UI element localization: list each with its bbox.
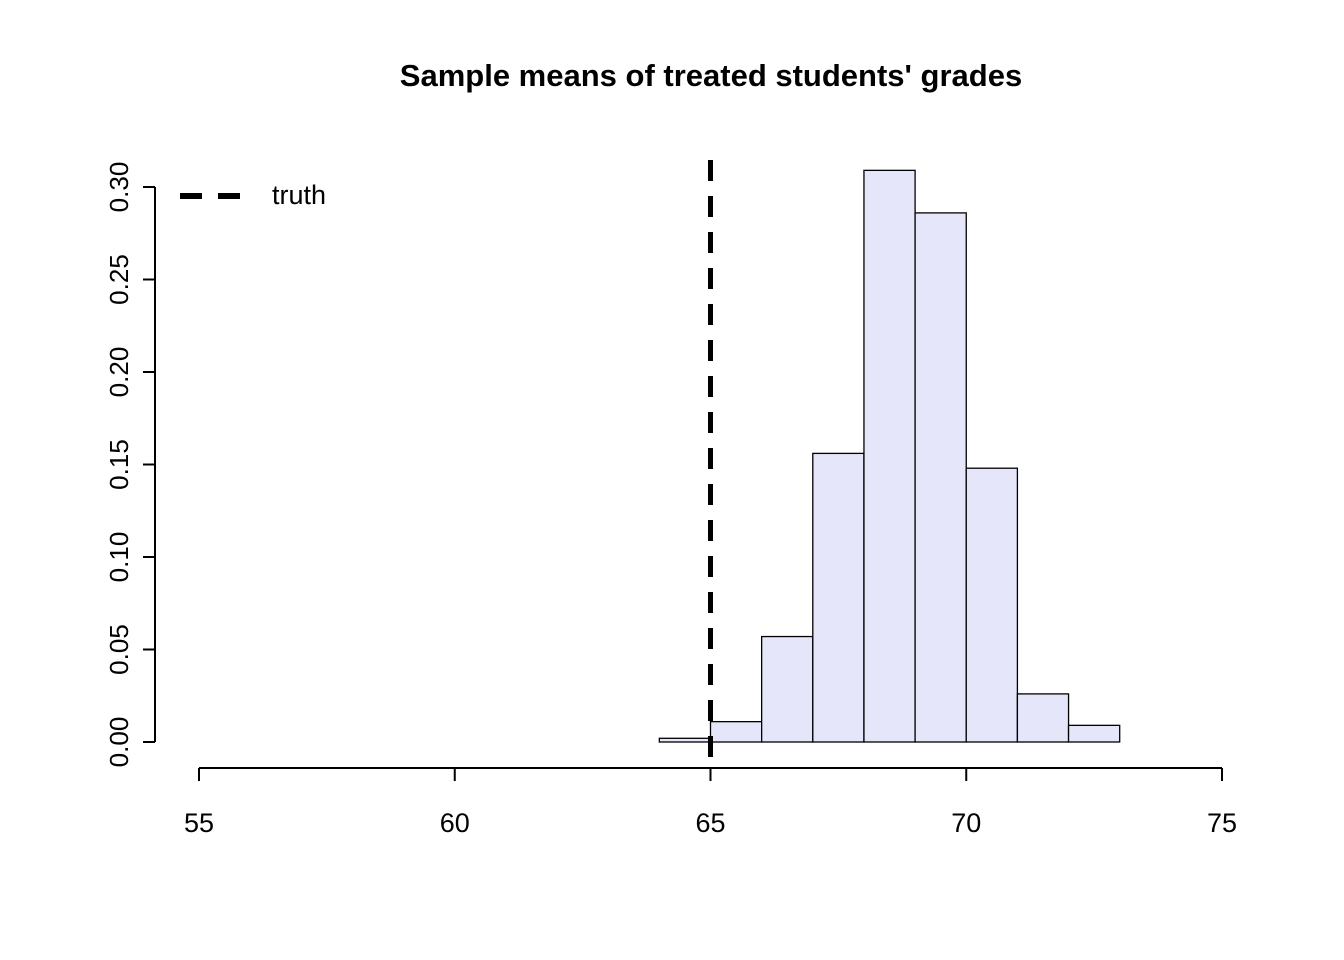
x-axis-tick-label: 75 — [1207, 808, 1237, 838]
y-axis-tick-label: 0.05 — [104, 624, 134, 675]
legend-dashed-line-icon — [180, 192, 250, 199]
y-axis-tick-label: 0.15 — [104, 439, 134, 490]
histogram-bar — [658, 737, 712, 743]
histogram-bar — [1067, 724, 1121, 743]
y-axis-tick-label: 0.25 — [104, 254, 134, 305]
chart-title: Sample means of treated students' grades — [399, 58, 1023, 93]
histogram-bar — [812, 452, 865, 743]
y-axis-tick-label: 0.00 — [104, 717, 134, 768]
y-axis-tick-label: 0.30 — [104, 162, 134, 213]
x-axis-tick-label: 55 — [184, 808, 214, 838]
legend-label: truth — [272, 180, 327, 210]
y-axis-tick-label: 0.20 — [104, 347, 134, 398]
histogram-bar — [965, 467, 1019, 743]
y-axis-tick-label: 0.10 — [104, 532, 134, 583]
histogram-bar — [914, 212, 967, 743]
x-axis-tick-label: 65 — [695, 808, 725, 838]
legend: truth — [180, 180, 326, 211]
histogram-bar — [709, 721, 763, 743]
x-axis-tick-label: 60 — [440, 808, 470, 838]
histogram-bar — [1016, 693, 1070, 743]
histogram-bar — [863, 169, 916, 743]
x-axis-tick-label: 70 — [951, 808, 981, 838]
histogram-bar — [761, 635, 814, 743]
